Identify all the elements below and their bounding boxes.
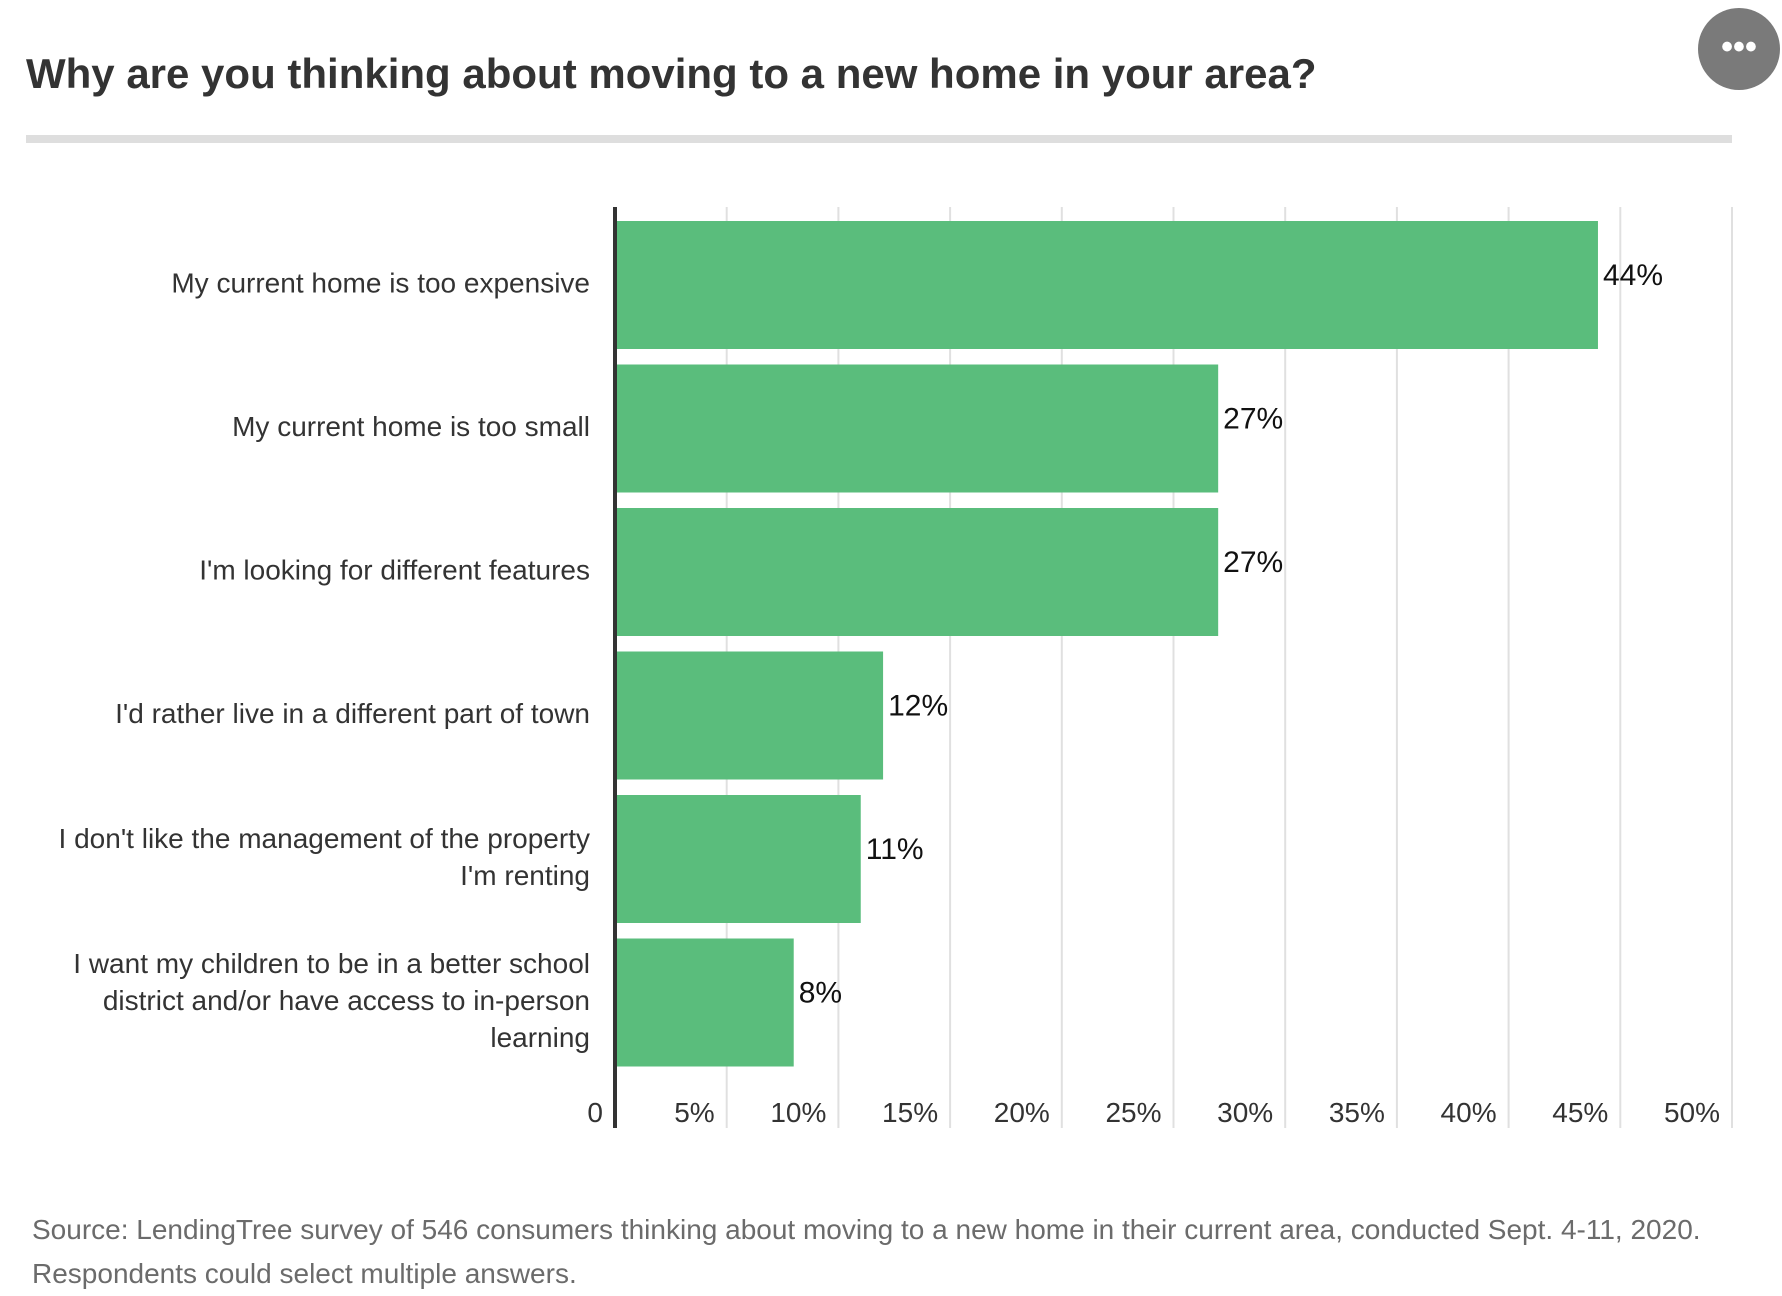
bar bbox=[615, 795, 861, 923]
category-label-line: My current home is too expensive bbox=[171, 267, 590, 298]
bar bbox=[615, 651, 884, 780]
category-label: I'd rather live in a different part of t… bbox=[115, 698, 590, 729]
bar bbox=[615, 364, 1219, 493]
category-label-line: I want my children to be in a better sch… bbox=[73, 948, 590, 979]
ellipsis-icon: ••• bbox=[1721, 28, 1757, 66]
category-label: I don't like the management of the prope… bbox=[59, 823, 590, 891]
category-label-line: district and/or have access to in-person bbox=[103, 985, 590, 1016]
category-label: I want my children to be in a better sch… bbox=[73, 948, 590, 1053]
category-labels: My current home is too expensive My curre… bbox=[59, 267, 590, 1053]
category-label: My current home is too small bbox=[232, 411, 590, 442]
bar-value-label: 8% bbox=[799, 976, 842, 1009]
chart-title: Why are you thinking about moving to a n… bbox=[26, 50, 1317, 97]
x-tick-label: 5% bbox=[674, 1097, 714, 1128]
bar-value-label: 44% bbox=[1603, 259, 1663, 292]
value-labels: 44% 27% 27% 12% 11% 8% bbox=[799, 259, 1663, 1010]
category-label-line: I'm renting bbox=[460, 860, 590, 891]
bar-value-label: 27% bbox=[1223, 402, 1283, 435]
more-options-button[interactable]: ••• bbox=[1698, 8, 1780, 90]
source-note: Source: LendingTree survey of 546 consum… bbox=[32, 1214, 1701, 1289]
x-tick-label: 20% bbox=[994, 1097, 1050, 1128]
bar-value-label: 12% bbox=[888, 689, 948, 722]
category-label-line: I'd rather live in a different part of t… bbox=[115, 698, 590, 729]
category-label: My current home is too expensive bbox=[171, 267, 590, 298]
bar-value-label: 11% bbox=[866, 833, 924, 866]
x-tick-label: 25% bbox=[1105, 1097, 1161, 1128]
x-tick-label: 10% bbox=[770, 1097, 826, 1128]
x-axis-tick-labels: 0 5% 10% 15% 20% 25% 30% 35% 40% 45% 50% bbox=[587, 1097, 1720, 1128]
title-divider bbox=[26, 135, 1732, 143]
bar bbox=[615, 508, 1219, 636]
x-tick-label: 35% bbox=[1329, 1097, 1385, 1128]
x-tick-label: 40% bbox=[1441, 1097, 1497, 1128]
category-label: I'm looking for different features bbox=[199, 554, 590, 585]
bar bbox=[615, 938, 794, 1067]
x-tick-label: 45% bbox=[1552, 1097, 1608, 1128]
x-tick-label: 0 bbox=[587, 1097, 603, 1128]
bar-value-label: 27% bbox=[1223, 546, 1283, 579]
x-tick-label: 50% bbox=[1664, 1097, 1720, 1128]
category-label-line: I'm looking for different features bbox=[199, 554, 590, 585]
bar-chart: 44% 27% 27% 12% 11% 8% My current home is too… bbox=[59, 207, 1733, 1128]
x-tick-label: 30% bbox=[1217, 1097, 1273, 1128]
bars bbox=[615, 221, 1598, 1067]
category-label-line: My current home is too small bbox=[232, 411, 590, 442]
bar bbox=[615, 221, 1598, 349]
x-tick-label: 15% bbox=[882, 1097, 938, 1128]
category-label-line: learning bbox=[490, 1022, 590, 1053]
category-label-line: I don't like the management of the prope… bbox=[59, 823, 590, 854]
